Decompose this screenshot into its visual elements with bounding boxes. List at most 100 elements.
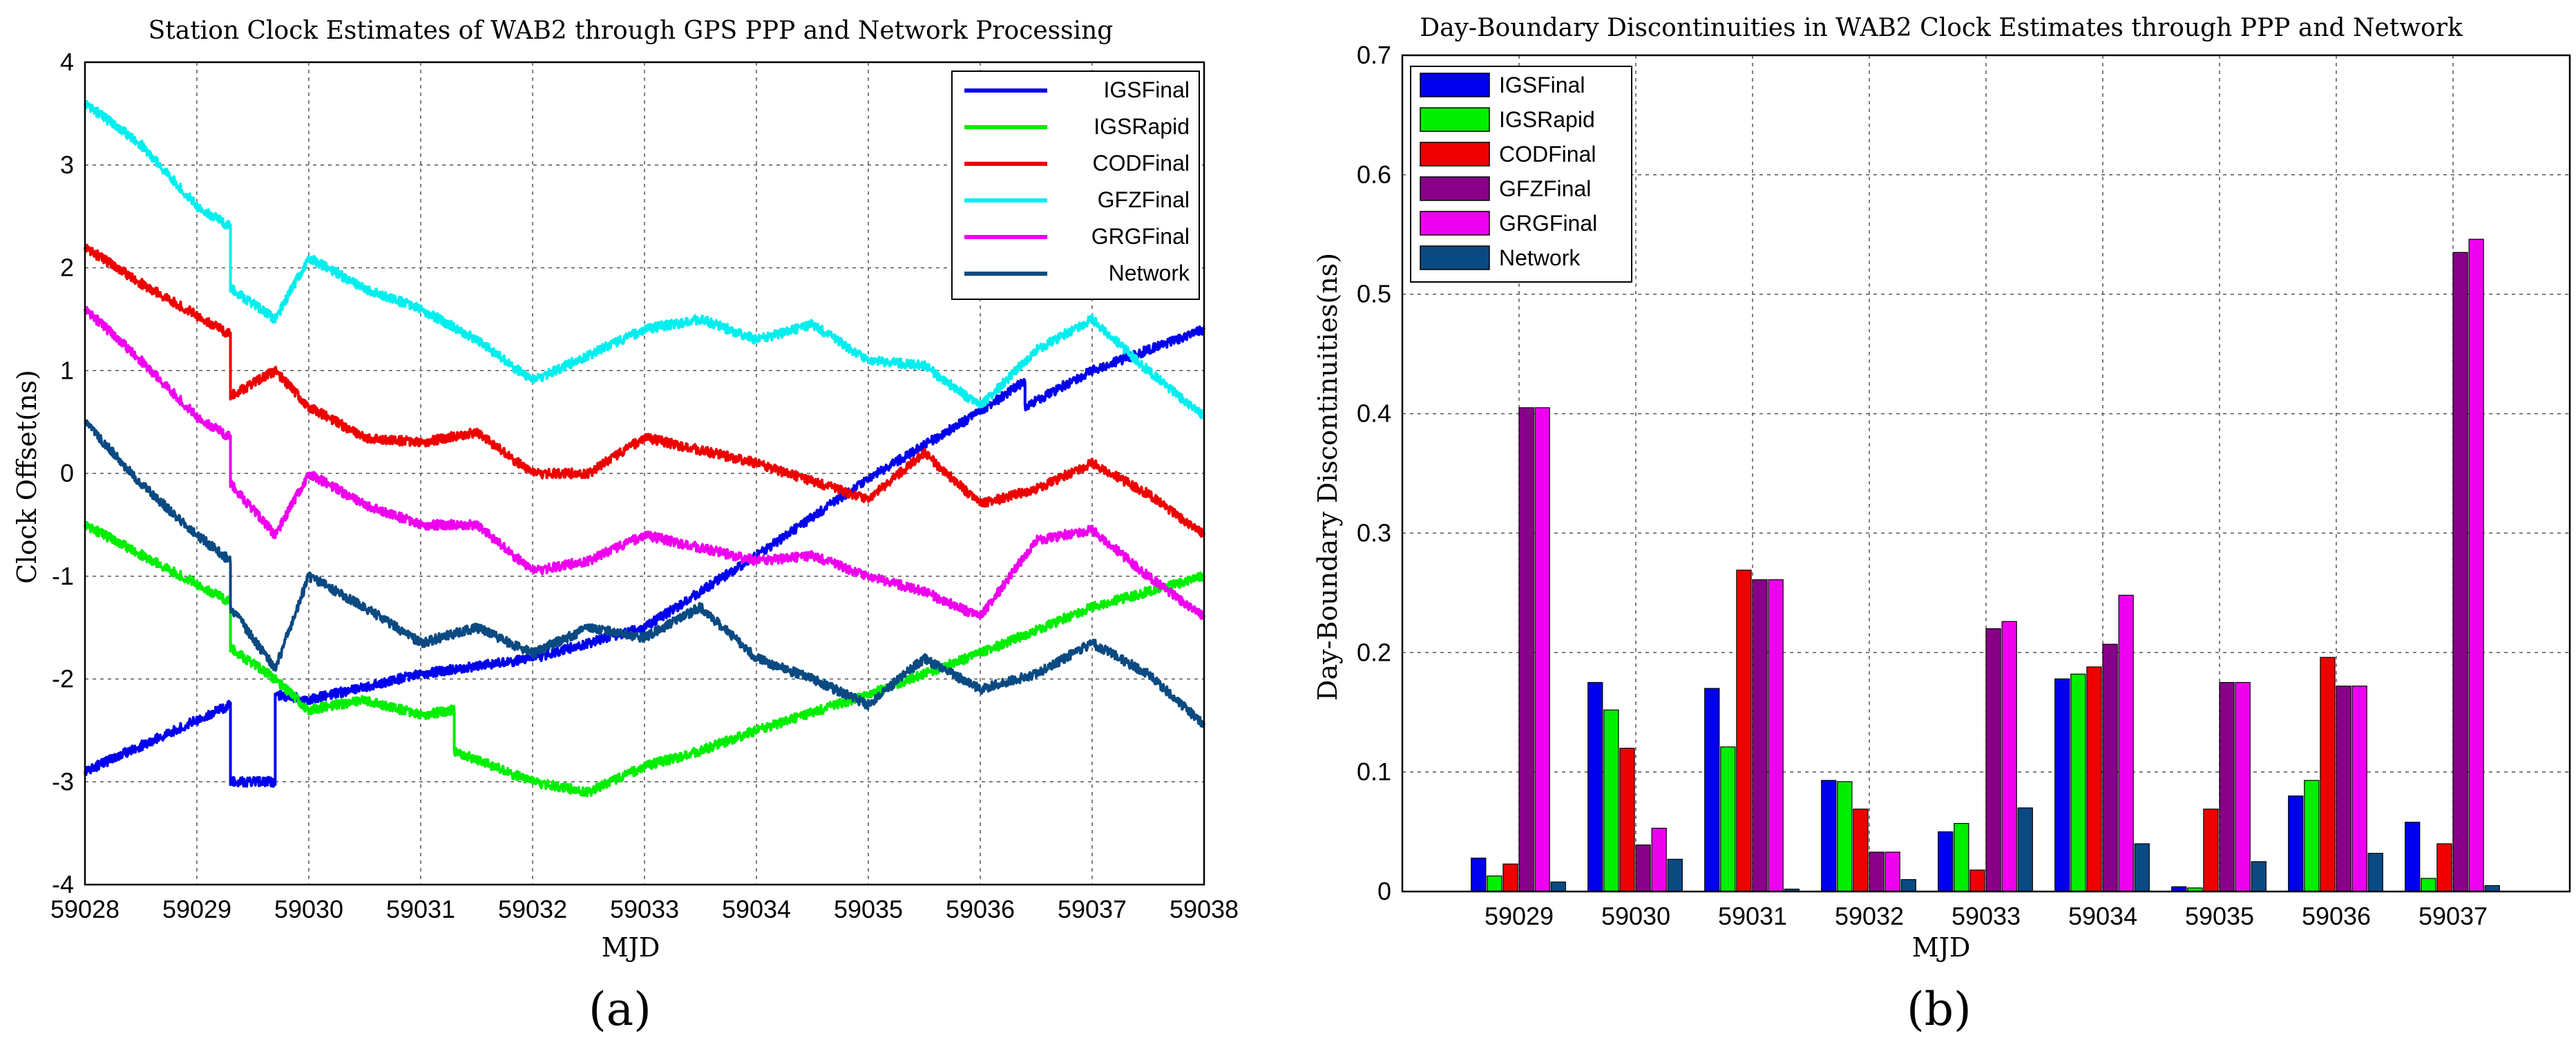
bar-igsfinal-59029 bbox=[1471, 857, 1487, 892]
chart-a-xtick-label: 59034 bbox=[722, 895, 791, 923]
series-line-network bbox=[84, 419, 1205, 728]
bar-codfinal-59035 bbox=[2203, 809, 2219, 892]
bar-grgfinal-59030 bbox=[1651, 827, 1667, 892]
chart-b-xtick-label: 59035 bbox=[2185, 902, 2254, 930]
chart-b-ytick-label: 0.6 bbox=[1357, 160, 1391, 189]
bar-network-59036 bbox=[2367, 853, 2383, 892]
chart-a-legend-box bbox=[951, 70, 1200, 300]
legend-label-grgfinal: GRGFinal bbox=[1091, 224, 1190, 249]
bar-igsrapid-59036 bbox=[2304, 780, 2320, 892]
bar-grgfinal-59032 bbox=[1885, 851, 1900, 892]
legend-label-igsfinal: IGSFinal bbox=[1499, 73, 1585, 97]
legend-label-gfzfinal: GFZFinal bbox=[1098, 187, 1190, 212]
chart-a-ticks: 59028 59029 59030 59031 59032 59033 59034 59035… bbox=[50, 48, 1239, 923]
chart-a-ytick-label: 4 bbox=[60, 48, 74, 76]
chart-b-bars-group bbox=[1471, 238, 2500, 892]
chart-a-ytick-label: -2 bbox=[52, 665, 74, 693]
chart-a-xtick-label: 59030 bbox=[274, 895, 343, 923]
bar-gfzfinal-59032 bbox=[1869, 851, 1885, 892]
chart-a-ytick-label: -3 bbox=[52, 767, 74, 795]
bar-network-59032 bbox=[1900, 879, 1916, 892]
bar-codfinal-59029 bbox=[1502, 863, 1518, 892]
chart-a-xtick-label: 59028 bbox=[50, 895, 120, 923]
chart-b-ytick-label: 0.3 bbox=[1357, 518, 1391, 547]
chart-a-ytick-label: 1 bbox=[60, 356, 74, 384]
bar-codfinal-59032 bbox=[1853, 809, 1869, 892]
chart-b-xtick-label: 59037 bbox=[2418, 902, 2488, 930]
legend-label-igsrapid: IGSRapid bbox=[1499, 107, 1595, 132]
bar-igsrapid-59029 bbox=[1487, 875, 1502, 892]
legend-swatch-grgfinal bbox=[1420, 211, 1490, 236]
legend-swatch-network bbox=[1420, 245, 1490, 270]
legend-label-network: Network bbox=[1499, 245, 1581, 270]
series-line-igsfinal bbox=[84, 325, 1205, 788]
chart-b-xtick-label: 59030 bbox=[1601, 902, 1670, 930]
legend-label-grgfinal: GRGFinal bbox=[1499, 211, 1597, 236]
bar-network-59029 bbox=[1550, 881, 1566, 892]
bar-gfzfinal-59030 bbox=[1635, 844, 1651, 892]
chart-a-ylabel: Clock Offset(ns) bbox=[12, 370, 42, 584]
bar-igsfinal-59032 bbox=[1821, 780, 1837, 892]
chart-b-xtick-label: 59032 bbox=[1835, 902, 1904, 930]
chart-a-plot-frame bbox=[84, 61, 1205, 886]
chart-b-ytick-label: 0.1 bbox=[1357, 757, 1391, 786]
panel-label-b: (b) bbox=[1907, 983, 1972, 1036]
bar-grgfinal-59036 bbox=[2351, 686, 2367, 892]
chart-b-ytick-label: 0 bbox=[1377, 877, 1391, 905]
legend-label-gfzfinal: GFZFinal bbox=[1499, 176, 1591, 201]
bar-network-59034 bbox=[2134, 843, 2150, 892]
bar-gfzfinal-59033 bbox=[1985, 628, 2001, 892]
chart-a-grid bbox=[85, 62, 1204, 885]
panel-label-a: (a) bbox=[589, 983, 651, 1036]
chart-b-title: Day-Boundary Discontinuities in WAB2 Clo… bbox=[1420, 14, 2463, 42]
chart-a-title: Station Clock Estimates of WAB2 through … bbox=[149, 17, 1114, 45]
chart-b-ytick-label: 0.2 bbox=[1357, 638, 1391, 666]
chart-a-xtick-label: 59029 bbox=[162, 895, 231, 923]
chart-a-ytick-label: 0 bbox=[60, 459, 74, 487]
legend-label-codfinal: CODFinal bbox=[1093, 151, 1190, 176]
bar-igsrapid-59030 bbox=[1603, 709, 1619, 892]
bar-gfzfinal-59036 bbox=[2336, 686, 2351, 892]
chart-b-ticks: 59029 59030 59031 59032 59033 59034 59035 59036… bbox=[1357, 41, 2488, 930]
bar-grgfinal-59037 bbox=[2468, 238, 2484, 892]
chart-a-xlabel: MJD bbox=[602, 932, 660, 963]
bar-grgfinal-59033 bbox=[2001, 621, 2017, 892]
bar-network-59030 bbox=[1667, 858, 1683, 892]
chart-a-xtick-label: 59033 bbox=[610, 895, 679, 923]
chart-a-xtick-label: 59037 bbox=[1058, 895, 1127, 923]
bar-gfzfinal-59029 bbox=[1518, 407, 1534, 892]
bar-igsfinal-59031 bbox=[1704, 688, 1720, 892]
bar-network-59035 bbox=[2251, 861, 2267, 892]
chart-a-xtick-label: 59038 bbox=[1170, 895, 1239, 923]
bar-igsrapid-59031 bbox=[1720, 746, 1736, 892]
chart-a-ytick-label: -4 bbox=[52, 870, 74, 898]
series-line-gfzfinal bbox=[84, 100, 1205, 419]
bar-igsfinal-59030 bbox=[1587, 681, 1603, 892]
chart-a-ytick-label: 2 bbox=[60, 254, 74, 282]
bar-igsfinal-59036 bbox=[2288, 795, 2304, 892]
legend-label-codfinal: CODFinal bbox=[1499, 142, 1596, 167]
bar-network-59033 bbox=[2017, 807, 2033, 892]
bar-grgfinal-59029 bbox=[1534, 407, 1550, 892]
chart-b-ytick-label: 0.4 bbox=[1357, 399, 1391, 428]
chart-a-xtick-label: 59035 bbox=[834, 895, 903, 923]
bar-igsfinal-59037 bbox=[2405, 822, 2421, 892]
bar-igsrapid-59033 bbox=[1954, 822, 1969, 892]
legend-swatch-igsrapid bbox=[1420, 107, 1490, 132]
chart-a-xtick-label: 59036 bbox=[946, 895, 1015, 923]
chart-a-ytick-label: -1 bbox=[52, 562, 74, 590]
chart-b-xlabel: MJD bbox=[1912, 932, 1971, 963]
chart-b-ytick-label: 0.5 bbox=[1357, 280, 1391, 308]
bar-igsrapid-59032 bbox=[1837, 781, 1853, 892]
bar-codfinal-59030 bbox=[1619, 747, 1635, 892]
bar-igsfinal-59033 bbox=[1938, 831, 1954, 892]
bar-grgfinal-59031 bbox=[1768, 579, 1784, 892]
bar-network-59037 bbox=[2484, 885, 2500, 892]
bar-codfinal-59033 bbox=[1969, 869, 1985, 892]
chart-b-xtick-label: 59036 bbox=[2302, 902, 2371, 930]
chart-a-legend: IGSFinal IGSRapid CODFinal GFZFinal GRGFinal… bbox=[951, 70, 1200, 300]
bar-igsfinal-59034 bbox=[2054, 678, 2070, 892]
series-line-codfinal bbox=[84, 243, 1205, 538]
bar-gfzfinal-59037 bbox=[2452, 252, 2468, 892]
chart-b-day-boundary: Day-Boundary Discontinuities in WAB2 Clo… bbox=[1313, 14, 2571, 963]
